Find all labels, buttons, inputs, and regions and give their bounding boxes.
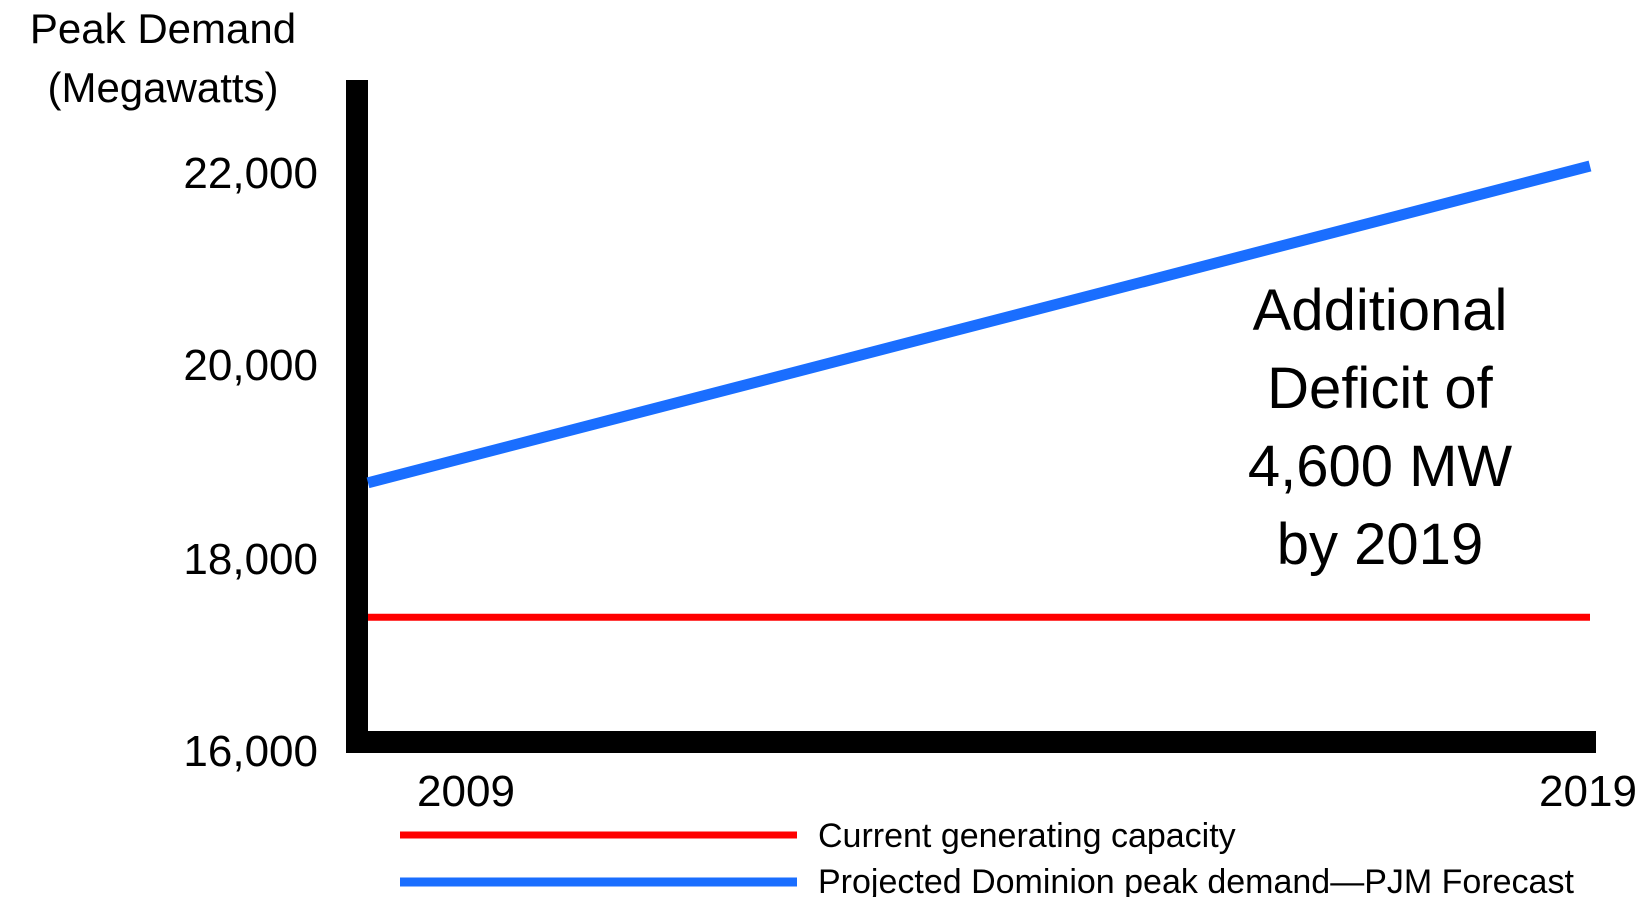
legend-label-projected-demand: Projected Dominion peak demand—PJM Forec… [818,863,1574,897]
annotation-line-1: Additional [1253,278,1508,343]
annotation-line-2: Deficit of [1267,356,1494,421]
x-tick-label: 2009 [417,767,515,816]
y-tick-label: 22,000 [183,149,318,198]
y-axis [346,80,368,753]
x-axis [346,731,1596,753]
annotation-line-3: 4,600 MW [1248,434,1513,499]
x-tick-label: 2019 [1539,767,1637,816]
y-axis-label-line-1: Peak Demand [30,5,296,52]
legend-label-current-capacity: Current generating capacity [818,817,1236,855]
y-tick-label: 18,000 [183,535,318,584]
y-tick-label: 16,000 [183,727,318,776]
y-axis-label-line-2: (Megawatts) [47,64,278,111]
annotation-line-4: by 2019 [1277,512,1483,577]
series-line-projected-demand [366,160,1592,489]
y-tick-label: 20,000 [183,341,318,390]
